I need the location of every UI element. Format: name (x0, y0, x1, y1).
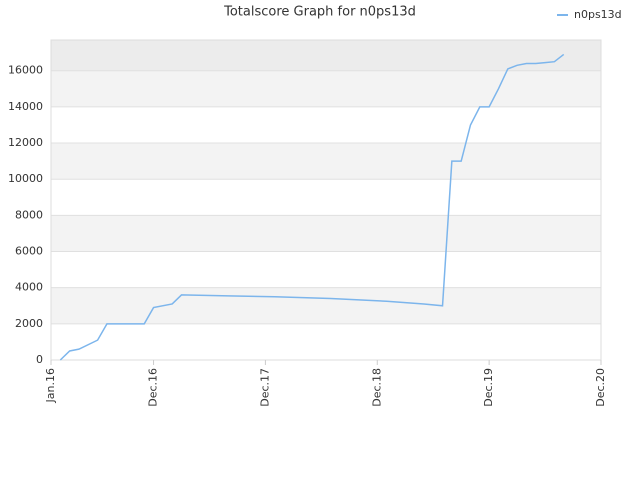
plot-band (51, 40, 601, 71)
plot-band (51, 179, 601, 216)
plot-band (51, 287, 601, 324)
y-tick-label: 12000 (8, 136, 43, 149)
plot-band (51, 70, 601, 107)
x-tick-label: Dec.17 (258, 368, 271, 407)
y-tick-label: 4000 (15, 281, 43, 294)
y-tick-label: 0 (36, 353, 43, 366)
plot-band (51, 106, 601, 144)
x-tick-label: Dec.16 (147, 368, 160, 407)
y-tick-label: 8000 (15, 208, 43, 221)
x-tick-label: Jan.16 (44, 368, 57, 403)
x-tick-label: Dec.20 (594, 368, 607, 407)
y-tick-label: 10000 (8, 172, 43, 185)
y-tick-label: 6000 (15, 245, 43, 258)
y-tick-label: 14000 (8, 100, 43, 113)
plot-band (51, 215, 601, 252)
legend-label: n0ps13d (574, 8, 622, 21)
x-tick-label: Dec.18 (370, 368, 383, 407)
plot-band (51, 143, 601, 180)
y-tick-label: 16000 (8, 64, 43, 77)
plot-band (51, 323, 601, 360)
chart-title: Totalscore Graph for n0ps13d (223, 5, 416, 20)
y-tick-label: 2000 (15, 317, 43, 330)
series-line (59, 53, 565, 361)
plot-band (51, 251, 601, 288)
plot-border (50, 39, 602, 361)
x-tick-label: Dec.19 (482, 368, 495, 407)
